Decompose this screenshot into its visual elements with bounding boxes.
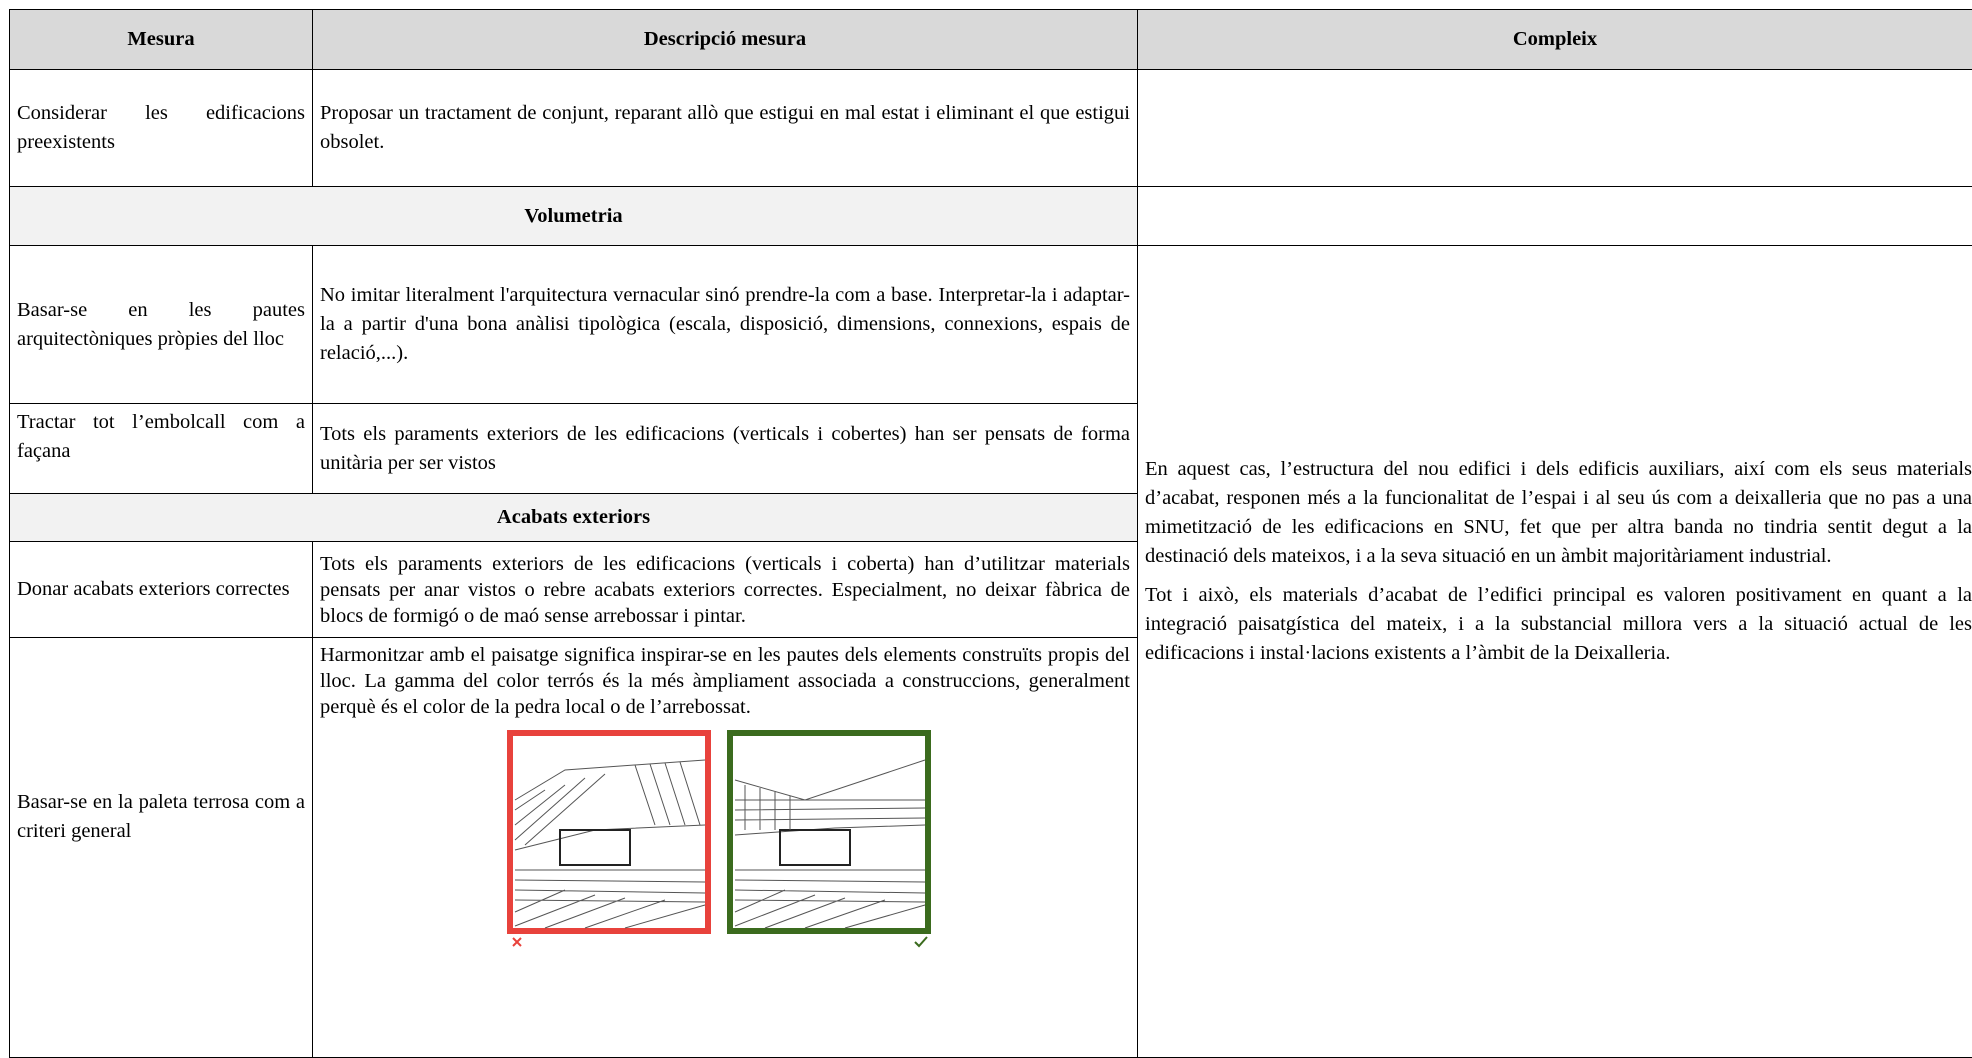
mesura: Considerar les edificacions preexistents (10, 70, 313, 187)
spacer (1145, 678, 1972, 848)
sketch-good (730, 733, 928, 946)
empty-cell (1138, 187, 1972, 246)
header-cell: Descripció mesura (313, 10, 1138, 70)
section-title: Volumetria (10, 187, 1138, 246)
empty-cell (1138, 70, 1972, 187)
compleix-paragraph: Tot i això, els materials d’acabat de l’… (1145, 581, 1972, 668)
descripcio: Tots els paraments exteriors de les edif… (313, 542, 1138, 638)
section-title: Acabats exteriors (10, 494, 1138, 542)
descripcio: Tots els paraments exteriors de les edif… (313, 404, 1138, 494)
descripcio: Harmonitzar amb el paisatge significa in… (320, 642, 1130, 720)
row: Considerar les edificacions preexistents… (10, 70, 1972, 187)
header-row: Mesura Descripció mesura Compleix (10, 10, 1972, 70)
mesura: Tractar tot l’embolcall com a façana (10, 404, 313, 494)
mesura: Basar-se en les pautes arquitectòniques … (10, 246, 313, 404)
measures-table: Mesura Descripció mesura Compleix Consid… (9, 9, 1972, 1058)
section-row: Volumetria (10, 187, 1972, 246)
compleix-paragraph: En aquest cas, l’estructura del nou edif… (1145, 455, 1972, 571)
header-cell: Mesura (10, 10, 313, 70)
sketch-bad (510, 733, 708, 946)
descripcio: No imitar literalment l'arquitectura ver… (313, 246, 1138, 404)
mesura: Donar acabats exteriors correctes (10, 542, 313, 638)
header-cell: Compleix (1138, 10, 1972, 70)
sketches (505, 730, 945, 950)
compleix: En aquest cas, l’estructura del nou edif… (1138, 246, 1972, 1058)
row: Basar-se en les pautes arquitectòniques … (10, 246, 1972, 404)
mesura: Basar-se en la paleta terrosa com a crit… (10, 638, 313, 1058)
descripcio-cell: Harmonitzar amb el paisatge significa in… (313, 638, 1138, 1058)
descripcio: Proposar un tractament de conjunt, repar… (313, 70, 1138, 187)
